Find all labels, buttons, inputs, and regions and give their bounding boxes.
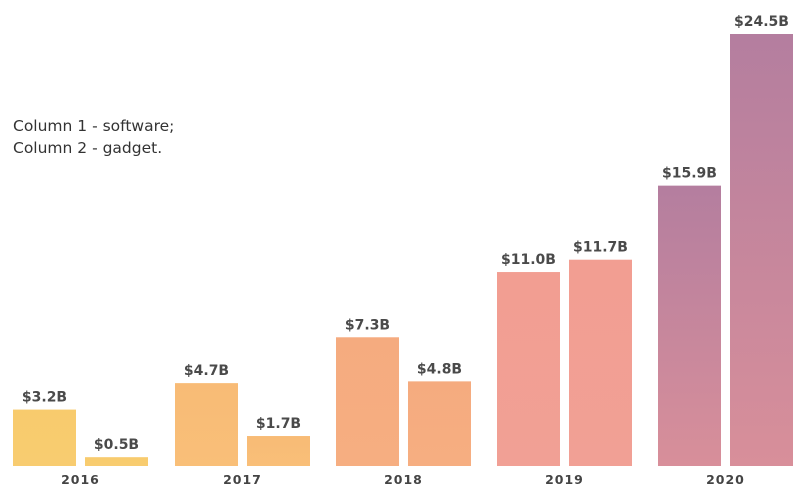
value-label-2018-software: $7.3B: [345, 317, 390, 333]
bar-2016-gadget: [85, 457, 148, 466]
value-label-2017-software: $4.7B: [184, 363, 229, 379]
bar-2017-software: [175, 383, 238, 466]
annotation-line-2: Column 2 - gadget.: [13, 139, 162, 157]
bar-2019-gadget: [569, 259, 632, 466]
value-labels-group: $3.2B $0.5B $4.7B $1.7B $7.3B $4.8B $11.0B $11.…: [22, 14, 789, 453]
chart-annotation: Column 1 - software; Column 2 - gadget.: [13, 117, 174, 157]
value-label-2020-gadget: $24.5B: [734, 14, 789, 30]
value-label-2019-gadget: $11.7B: [573, 240, 628, 256]
category-label-2019: 2019: [545, 472, 584, 487]
value-label-2016-software: $3.2B: [22, 390, 67, 406]
value-label-2016-gadget: $0.5B: [94, 437, 139, 453]
value-label-2019-software: $11.0B: [501, 252, 556, 268]
bar-2020-software: [658, 185, 721, 467]
value-label-2018-gadget: $4.8B: [417, 361, 462, 377]
category-labels-group: 2016 2017 2018 2019 2020: [61, 472, 745, 487]
bar-2019-software: [497, 272, 560, 466]
bar-2018-software: [336, 337, 399, 466]
bar-2018-gadget: [408, 381, 471, 466]
value-label-2020-software: $15.9B: [662, 166, 717, 182]
bar-2016-software: [13, 409, 76, 466]
category-label-2017: 2017: [223, 472, 262, 487]
category-label-2018: 2018: [384, 472, 423, 487]
category-label-2020: 2020: [706, 472, 745, 487]
category-label-2016: 2016: [61, 472, 100, 487]
bar-2020-gadget: [730, 34, 793, 466]
annotation-line-1: Column 1 - software;: [13, 117, 174, 135]
bar-2017-gadget: [247, 436, 310, 466]
bars-group: [13, 34, 793, 467]
value-label-2017-gadget: $1.7B: [256, 416, 301, 432]
